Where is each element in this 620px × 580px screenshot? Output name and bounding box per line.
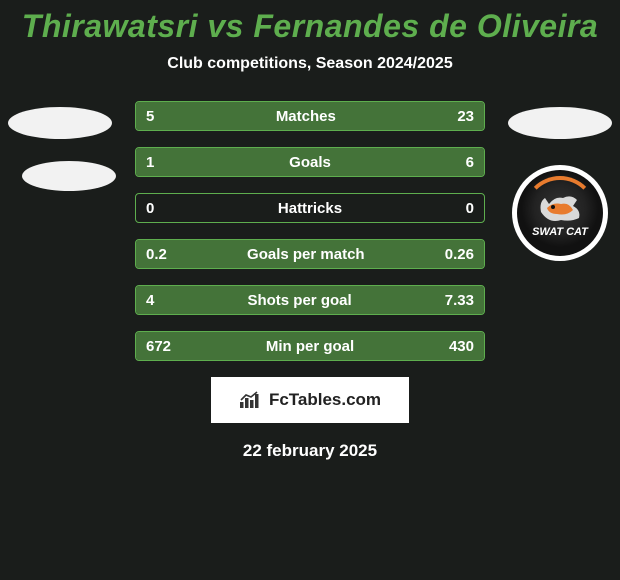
stat-label: Matches [154,108,457,125]
stat-row: 5Matches23 [135,101,485,131]
stat-value-right: 6 [466,154,474,171]
team-right-badge-inner: SWAT CAT [517,170,603,256]
cat-icon [537,192,583,226]
team-right-badge: SWAT CAT [512,165,608,261]
stat-value-left: 0 [146,200,154,217]
stat-row: 1Goals6 [135,147,485,177]
footer-brand-text: FcTables.com [269,390,381,410]
stat-value-left: 0.2 [146,246,167,263]
stat-row: 672Min per goal430 [135,331,485,361]
stat-label: Min per goal [171,338,449,355]
stats-area: SWAT CAT 5Matches23 1Goals6 0Hattricks0 0.2… [0,101,620,461]
stat-value-left: 5 [146,108,154,125]
stat-value-right: 430 [449,338,474,355]
stat-value-right: 0 [466,200,474,217]
player-left-avatar-placeholder [8,107,112,139]
footer-brand-box: FcTables.com [211,377,409,423]
stat-row: 0Hattricks0 [135,193,485,223]
page-title: Thirawatsri vs Fernandes de Oliveira [0,0,620,45]
stat-value-right: 0.26 [445,246,474,263]
stat-rows: 5Matches23 1Goals6 0Hattricks0 0.2Goals per… [135,101,485,361]
stat-value-left: 1 [146,154,154,171]
stat-value-right: 23 [457,108,474,125]
chart-icon [239,391,263,409]
date-label: 22 february 2025 [0,441,620,461]
stat-label: Hattricks [154,200,465,217]
player-right-avatar-placeholder [508,107,612,139]
stat-label: Shots per goal [154,292,444,309]
stat-label: Goals [154,154,465,171]
stat-label: Goals per match [167,246,445,263]
stat-row: 4Shots per goal7.33 [135,285,485,315]
stat-row: 0.2Goals per match0.26 [135,239,485,269]
team-left-badge-placeholder [22,161,116,191]
team-badge-label: SWAT CAT [532,226,588,238]
subtitle: Club competitions, Season 2024/2025 [0,55,620,73]
stat-value-right: 7.33 [445,292,474,309]
stat-value-left: 672 [146,338,171,355]
stat-value-left: 4 [146,292,154,309]
